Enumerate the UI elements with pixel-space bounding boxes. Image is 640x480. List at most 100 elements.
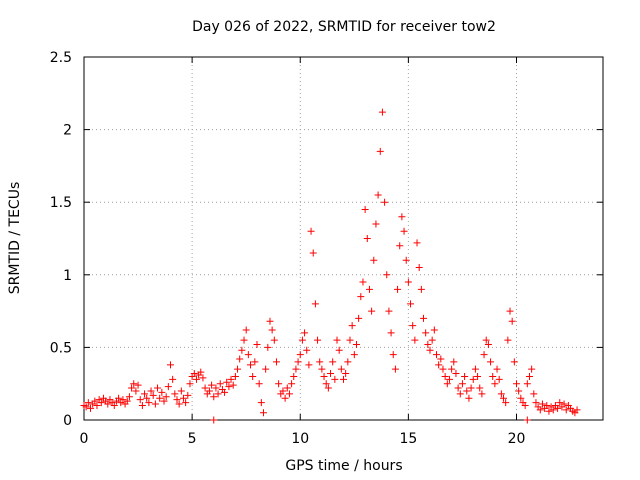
data-point: [374, 191, 382, 199]
data-point: [484, 340, 492, 348]
data-point: [294, 358, 302, 366]
data-point: [110, 401, 118, 409]
data-point: [327, 370, 335, 378]
data-point: [104, 400, 112, 408]
data-point: [482, 336, 490, 344]
data-point: [452, 370, 460, 378]
data-point: [491, 380, 499, 388]
data-point: [128, 384, 136, 392]
data-point: [422, 329, 430, 337]
data-point: [495, 375, 503, 383]
data-point: [489, 372, 497, 380]
data-point: [285, 390, 293, 398]
data-point: [474, 372, 482, 380]
data-point: [214, 390, 222, 398]
data-point: [223, 378, 231, 386]
data-point: [210, 416, 218, 424]
data-point: [182, 399, 190, 407]
data-point: [476, 384, 484, 392]
data-point: [478, 390, 486, 398]
data-point: [197, 368, 205, 376]
data-point: [530, 390, 538, 398]
data-point: [305, 361, 313, 369]
data-point: [296, 351, 304, 359]
data-point: [480, 351, 488, 359]
data-point: [409, 322, 417, 330]
data-point: [242, 326, 250, 334]
data-point: [340, 375, 347, 383]
data-point: [173, 396, 181, 404]
data-point: [279, 387, 287, 395]
data-point: [467, 384, 475, 392]
data-point: [221, 388, 229, 396]
data-point: [441, 372, 449, 380]
x-tick-label: 5: [188, 431, 197, 447]
data-point: [335, 346, 343, 354]
data-point: [171, 390, 179, 398]
data-point: [125, 393, 133, 401]
data-point: [394, 285, 402, 293]
data-point: [86, 404, 94, 412]
data-point: [376, 147, 384, 155]
data-point: [208, 381, 216, 389]
data-point: [456, 390, 464, 398]
data-point: [216, 380, 224, 388]
data-point: [363, 235, 371, 242]
data-point: [536, 406, 544, 414]
y-tick-label: 0: [63, 413, 72, 429]
data-point: [372, 220, 380, 228]
data-point: [342, 370, 350, 378]
data-point: [359, 278, 367, 286]
data-point: [413, 239, 421, 247]
data-point: [175, 400, 183, 408]
data-point: [169, 375, 177, 383]
data-point: [500, 394, 508, 402]
data-point: [331, 375, 339, 383]
data-point: [562, 406, 570, 414]
data-point: [538, 400, 546, 408]
data-point: [251, 358, 259, 366]
data-point: [450, 358, 458, 366]
data-point: [368, 307, 376, 315]
data-point: [301, 329, 309, 337]
y-axis-label: SRMTID / TECUs: [7, 182, 23, 295]
data-point: [506, 307, 514, 315]
data-point: [292, 365, 300, 373]
data-point: [365, 285, 373, 293]
data-point: [329, 358, 337, 366]
data-point: [487, 358, 495, 366]
data-point: [164, 383, 172, 391]
data-point: [97, 399, 105, 407]
data-point: [346, 336, 354, 344]
data-point: [387, 329, 395, 337]
data-point: [404, 278, 412, 286]
data-point: [424, 340, 432, 348]
plot-frame: [83, 56, 604, 421]
data-point: [91, 397, 99, 405]
data-point: [493, 365, 501, 373]
data-point: [469, 375, 477, 383]
data-point: [84, 399, 92, 407]
data-point: [510, 358, 518, 366]
chart-title: Day 026 of 2022, SRMTID for receiver tow…: [192, 19, 496, 35]
data-point: [130, 380, 138, 388]
data-point: [149, 391, 157, 399]
x-axis-label: GPS time / hours: [285, 458, 402, 474]
data-point: [154, 384, 162, 392]
data-point: [93, 401, 101, 409]
data-point: [420, 314, 428, 322]
data-point: [162, 393, 170, 401]
data-point: [398, 213, 406, 221]
data-point: [307, 227, 315, 235]
data-point: [430, 326, 438, 334]
data-point: [391, 365, 399, 373]
data-point: [82, 403, 90, 411]
data-point: [521, 401, 529, 409]
data-point: [177, 387, 185, 395]
x-tick-label: 0: [80, 431, 89, 447]
data-point: [407, 300, 415, 308]
data-point: [324, 384, 332, 392]
data-point: [270, 336, 278, 344]
data-point: [543, 401, 551, 409]
